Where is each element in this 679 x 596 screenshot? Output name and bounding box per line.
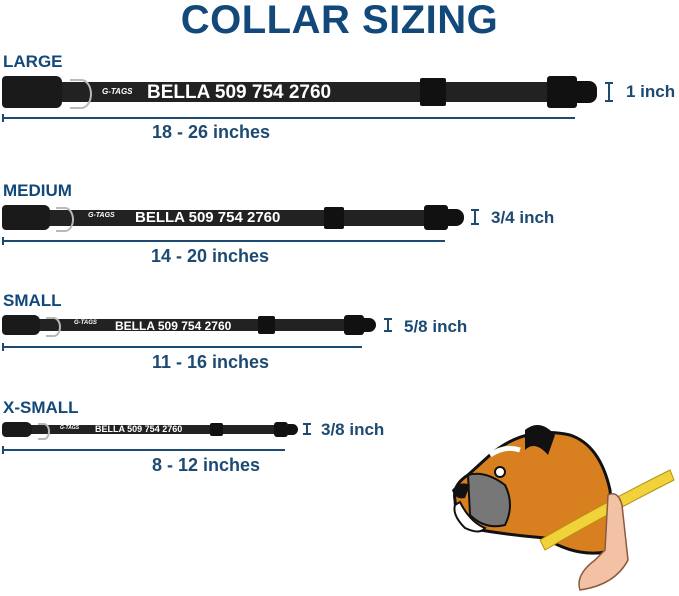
- range-small: 11 - 16 inches: [152, 352, 270, 372]
- collar-medium: G-TAGS BELLA 509 754 2760: [2, 205, 464, 232]
- size-label-large: LARGE: [3, 52, 63, 71]
- length-line-large: [2, 114, 575, 122]
- range-large: 18 - 26 inches: [152, 122, 271, 142]
- size-label-medium: MEDIUM: [3, 181, 72, 200]
- collar-name-text: BELLA 509 754 2760: [115, 319, 232, 333]
- range-x-small: 8 - 12 inches: [152, 455, 261, 475]
- range-medium: 14 - 20 inches: [151, 246, 270, 266]
- width-marker-icon: [384, 318, 392, 332]
- collar-name-text: BELLA 509 754 2760: [95, 424, 183, 434]
- collar-name-text: BELLA 509 754 2760: [147, 82, 332, 103]
- brand-logo: G-TAGS: [74, 320, 97, 326]
- brand-logo: G-TAGS: [88, 212, 115, 219]
- width-marker-icon: [303, 423, 311, 435]
- size-label-x-small: X-SMALL: [3, 398, 79, 417]
- length-line-small: [2, 343, 362, 351]
- width-medium: 3/4 inch: [491, 208, 555, 227]
- width-x-small: 3/8 inch: [321, 420, 385, 439]
- boxer-dog-measuring-illustration-icon: [452, 425, 675, 591]
- width-large: 1 inch: [626, 82, 676, 101]
- width-marker-icon: [605, 82, 613, 102]
- length-line-x-small: [2, 446, 285, 454]
- brand-logo: G-TAGS: [60, 425, 80, 431]
- collar-name-text: BELLA 509 754 2760: [135, 209, 281, 226]
- width-small: 5/8 inch: [404, 317, 468, 336]
- collar-small: G-TAGS BELLA 509 754 2760: [2, 315, 376, 338]
- brand-logo: G-TAGS: [102, 87, 133, 96]
- width-marker-icon: [471, 209, 479, 225]
- size-label-small: SMALL: [3, 291, 62, 310]
- collar-x-small: G-TAGS BELLA 509 754 2760: [2, 422, 298, 440]
- length-line-medium: [2, 237, 445, 245]
- collar-large: G-TAGS BELLA 509 754 2760: [2, 76, 600, 110]
- page-title: COLLAR SIZING: [180, 0, 499, 42]
